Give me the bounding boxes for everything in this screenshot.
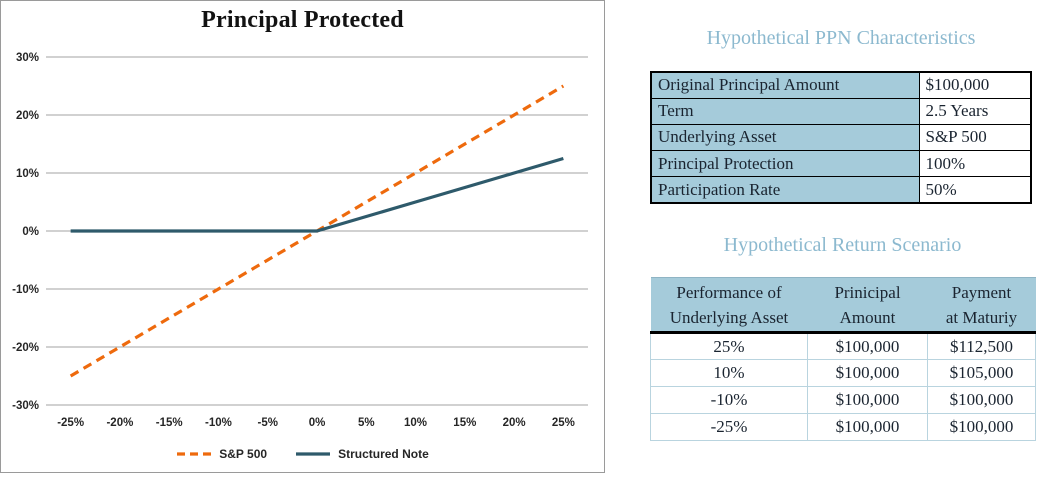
table-row: -10% $100,000 $100,000 bbox=[650, 386, 1036, 414]
column-header: Payment at Maturiy bbox=[927, 277, 1036, 334]
table-row: Term 2.5 Years bbox=[650, 97, 1032, 125]
y-axis-tick-label: 10% bbox=[16, 168, 39, 180]
scenario-value-cell: -10% bbox=[650, 386, 808, 414]
x-axis-tick-label: 10% bbox=[404, 417, 427, 429]
scenario-value-cell: $100,000 bbox=[807, 359, 928, 387]
table-row: Original Principal Amount $100,000 bbox=[650, 71, 1032, 99]
characteristic-value-cell: 2.5 Years bbox=[918, 97, 1032, 125]
x-axis-tick-label: 0% bbox=[309, 417, 326, 429]
table-row: Participation Rate 50% bbox=[650, 176, 1032, 204]
chart-plot-area: 30% 20% 10% 0% -10% -20% -30% -25% -20% -15% -10% -… bbox=[12, 52, 588, 429]
characteristic-value-cell: 100% bbox=[918, 150, 1032, 178]
line-chart: Principal Protected 30% 20% 10% 0% -10% -20% -… bbox=[0, 0, 605, 473]
y-axis-tick-label: 20% bbox=[16, 110, 39, 122]
y-axis-tick-label: -10% bbox=[12, 284, 39, 296]
characteristic-label-cell: Original Principal Amount bbox=[650, 71, 920, 99]
y-axis-tick-label: -30% bbox=[12, 400, 39, 412]
table-row: Underlying Asset S&P 500 bbox=[650, 123, 1032, 152]
legend-item: Structured Note bbox=[295, 447, 429, 461]
scenario-value-cell: $105,000 bbox=[927, 359, 1036, 387]
x-axis-tick-label: -20% bbox=[106, 417, 133, 429]
scenario-value-cell: $100,000 bbox=[927, 413, 1036, 441]
characteristic-value-cell: 50% bbox=[918, 176, 1032, 204]
scenario-value-cell: 10% bbox=[650, 359, 808, 387]
x-axis-tick-label: -15% bbox=[156, 417, 183, 429]
solid-line-swatch-icon bbox=[296, 452, 331, 456]
x-axis-tick-label: -10% bbox=[205, 417, 232, 429]
ppn-characteristics-table: Original Principal Amount $100,000 Term 2.5… bbox=[650, 71, 1032, 204]
characteristic-label-cell: Term bbox=[650, 97, 920, 125]
y-axis-tick-label: 30% bbox=[16, 52, 39, 64]
y-axis-tick-label: -20% bbox=[12, 342, 39, 354]
characteristic-value-cell: $100,000 bbox=[918, 71, 1032, 99]
scenario-value-cell: $100,000 bbox=[807, 386, 928, 414]
scenario-value-cell: $100,000 bbox=[927, 386, 1036, 414]
dashed-line-swatch-icon bbox=[177, 452, 212, 456]
table-row: Principal Protection 100% bbox=[650, 150, 1032, 178]
scenario-value-cell: 25% bbox=[650, 332, 808, 360]
characteristic-label-cell: Participation Rate bbox=[650, 176, 920, 204]
return-scenario-table: Performance of Underlying Asset Prinicipal… bbox=[650, 277, 1036, 441]
scenario-value-cell: $100,000 bbox=[807, 332, 928, 360]
x-axis-tick-label: 15% bbox=[453, 417, 476, 429]
scenario-value-cell: $112,500 bbox=[927, 332, 1036, 360]
legend-item: S&P 500 bbox=[176, 447, 267, 461]
table-row: -25% $100,000 $100,000 bbox=[650, 413, 1036, 441]
chart-legend: S&P 500 Structured Note bbox=[1, 447, 604, 461]
characteristic-value-cell: S&P 500 bbox=[918, 123, 1032, 152]
legend-label: Structured Note bbox=[338, 447, 429, 461]
legend-label: S&P 500 bbox=[219, 447, 268, 461]
table-row: 10% $100,000 $105,000 bbox=[650, 359, 1036, 387]
x-axis-tick-label: 25% bbox=[552, 417, 575, 429]
chart-title: Principal Protected bbox=[201, 7, 404, 33]
x-axis-tick-label: -25% bbox=[57, 417, 84, 429]
series-line-structured-note bbox=[70, 156, 564, 233]
x-axis-tick-label: 20% bbox=[503, 417, 526, 429]
table-row: 25% $100,000 $112,500 bbox=[650, 332, 1036, 360]
column-header: Performance of Underlying Asset bbox=[650, 277, 808, 334]
scenario-table-title: Hypothetical Return Scenario bbox=[723, 234, 962, 256]
scenario-value-cell: $100,000 bbox=[807, 413, 928, 441]
scenario-value-cell: -25% bbox=[650, 413, 808, 441]
x-axis-tick-label: -5% bbox=[258, 417, 278, 429]
characteristic-label-cell: Underlying Asset bbox=[650, 123, 920, 152]
x-axis-tick-label: 5% bbox=[358, 417, 375, 429]
column-header: Prinicipal Amount bbox=[807, 277, 928, 334]
y-axis-tick-label: 0% bbox=[22, 226, 39, 238]
ppn-table-title: Hypothetical PPN Characteristics bbox=[706, 27, 976, 49]
characteristic-label-cell: Principal Protection bbox=[650, 150, 920, 178]
